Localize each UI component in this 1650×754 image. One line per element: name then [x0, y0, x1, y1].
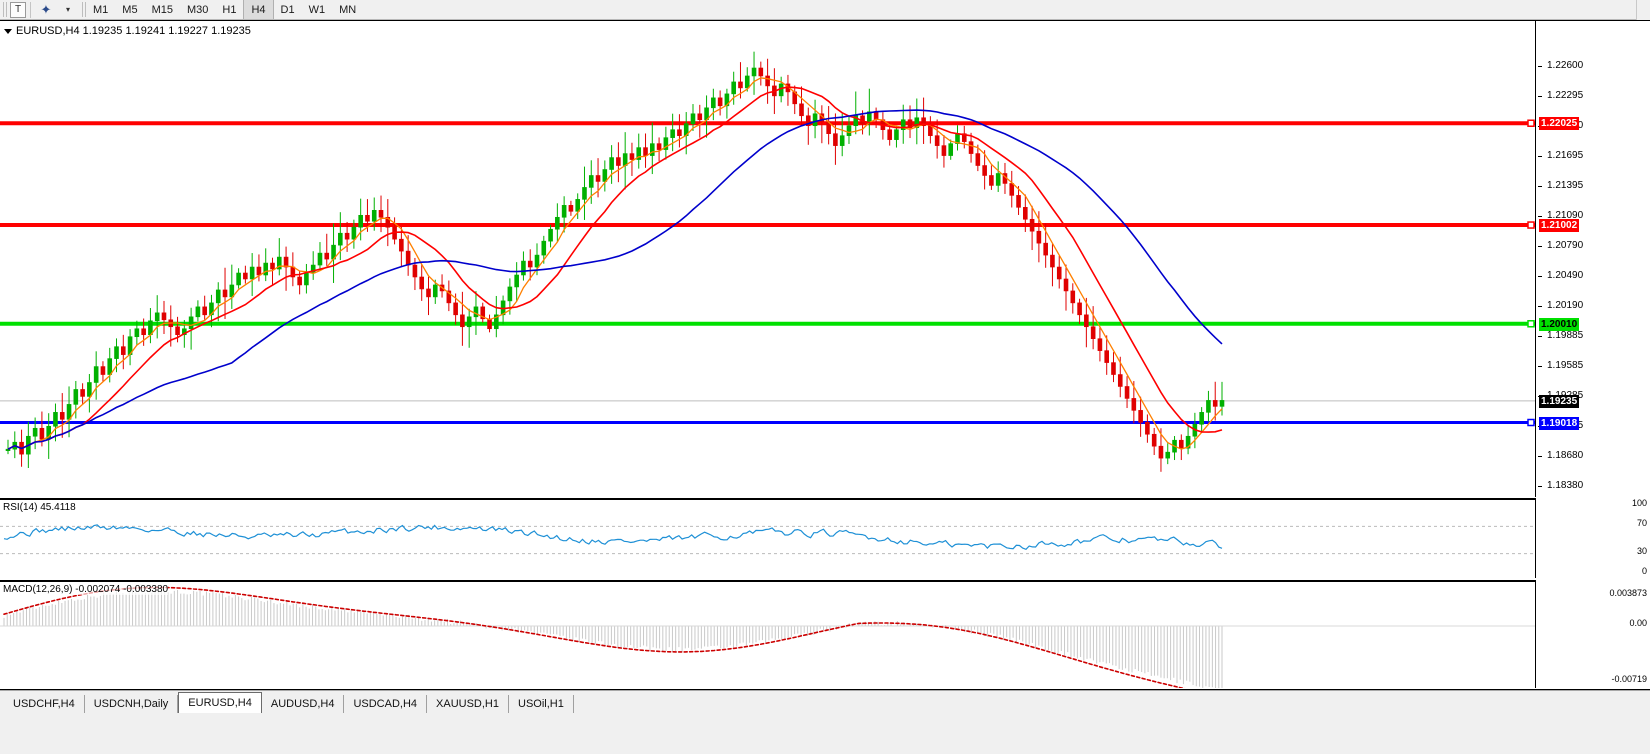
price-tick: [1538, 306, 1542, 307]
chart-header: EURUSD,H4 1.19235 1.19241 1.19227 1.1923…: [4, 25, 251, 37]
macd-pane[interactable]: MACD(12,26,9) -0.002074 -0.003380: [0, 580, 1536, 688]
price-tick: [1538, 456, 1542, 457]
rsi-pane[interactable]: RSI(14) 45.4118: [0, 498, 1536, 578]
rsi-axis-label: 70: [1636, 518, 1647, 529]
price-label: 1.20190: [1547, 300, 1584, 311]
timeframe-m5[interactable]: M5: [122, 3, 138, 16]
price-label: 1.22295: [1547, 90, 1584, 101]
price-axis[interactable]: 1.226001.222951.219901.216951.213951.210…: [1537, 21, 1650, 497]
price-label: 1.21395: [1547, 180, 1584, 191]
toolbar-overflow[interactable]: [1636, 0, 1650, 20]
price-label: 1.20790: [1547, 240, 1584, 251]
rsi-label: RSI(14) 45.4118: [3, 502, 76, 513]
timeframe-m1[interactable]: M1: [93, 3, 109, 16]
price-label: 1.21090: [1547, 210, 1584, 221]
macd-axis-label: 0.003873: [1609, 588, 1647, 598]
chart-tab-xauusd-h1[interactable]: XAUUSD,H1: [427, 695, 509, 713]
timeframe-m30[interactable]: M30: [186, 3, 209, 16]
rsi-axis: 100 70 30 0: [1537, 498, 1650, 578]
timeframe-m15[interactable]: M15: [151, 3, 173, 16]
objects-tool-icon[interactable]: ✦: [40, 1, 52, 17]
price-label: 1.19585: [1547, 360, 1584, 371]
objects-dropdown-icon[interactable]: ▾: [65, 5, 70, 14]
price-label: 1.21695: [1547, 150, 1584, 161]
support-line-blue-tag[interactable]: 1.19018: [1539, 416, 1580, 430]
price-tick: [1538, 336, 1542, 337]
collapse-icon[interactable]: [4, 28, 12, 34]
price-tick: [1538, 96, 1542, 97]
support-line-green-tag[interactable]: 1.20010: [1539, 317, 1580, 331]
price-label: 1.19885: [1547, 330, 1584, 341]
toolbar-grip[interactable]: [3, 2, 7, 17]
macd-axis-label: 0.00: [1629, 618, 1647, 628]
timeframe-d1[interactable]: D1: [280, 3, 295, 16]
timeframe-mn[interactable]: MN: [339, 3, 357, 16]
toolbar-divider: [30, 1, 31, 18]
price-label: 1.18380: [1547, 480, 1584, 491]
timeframe-w1[interactable]: W1: [308, 3, 326, 16]
chart-area[interactable]: EURUSD,H4 1.19235 1.19241 1.19227 1.1923…: [0, 20, 1650, 709]
chart-tab-audusd-h4[interactable]: AUDUSD,H4: [262, 695, 345, 713]
rsi-axis-label: 30: [1636, 545, 1647, 556]
price-tick: [1538, 486, 1542, 487]
macd-axis: 0.003873 0.00 -0.00719: [1537, 580, 1650, 688]
macd-axis-label: -0.00719: [1611, 674, 1647, 684]
price-chart-svg: [0, 51, 1535, 472]
chart-tabs-row: USDCHF,H4 USDCNH,Daily EURUSD,H4 AUDUSD,H4 U…: [0, 691, 574, 713]
price-label: 1.22600: [1547, 60, 1584, 71]
timeframe-h1[interactable]: H1: [222, 3, 237, 16]
resistance-line-lower-tag[interactable]: 1.21002: [1539, 219, 1580, 233]
macd-label: MACD(12,26,9) -0.002074 -0.003380: [3, 584, 169, 595]
price-tick: [1538, 156, 1542, 157]
chart-tab-usdcad-h4[interactable]: USDCAD,H4: [344, 695, 428, 713]
crosshair-tool-icon[interactable]: T: [10, 1, 26, 18]
price-tick: [1538, 366, 1542, 367]
chart-tab-usdchf-h4[interactable]: USDCHF,H4: [4, 695, 85, 713]
timeframe-grip[interactable]: [82, 2, 86, 17]
rsi-axis-label: 0: [1641, 566, 1647, 576]
price-label: 1.18680: [1547, 450, 1584, 461]
resistance-line-upper-tag[interactable]: 1.22025: [1539, 117, 1580, 131]
main-toolbar: T ✦ ▾ M1 M5 M15 M30 H1 H4 D1 W1 MN: [0, 0, 1650, 20]
price-tick: [1538, 216, 1542, 217]
macd-chart-svg: [0, 586, 1535, 688]
rsi-chart-svg: [0, 524, 1535, 555]
chart-tab-usdcnh-daily[interactable]: USDCNH,Daily: [85, 695, 179, 713]
timeframe-h4[interactable]: H4: [243, 0, 274, 19]
price-tick: [1538, 276, 1542, 277]
price-label: 1.20490: [1547, 270, 1584, 281]
chart-tab-usoil-h1[interactable]: USOil,H1: [509, 695, 574, 713]
chart-tab-eurusd-h4[interactable]: EURUSD,H4: [178, 692, 262, 713]
current-price-tag[interactable]: 1.19235: [1539, 394, 1580, 408]
price-tick: [1538, 246, 1542, 247]
chart-tabs-bar: USDCHF,H4 USDCNH,Daily EURUSD,H4 AUDUSD,H4 U…: [0, 690, 1650, 754]
price-tick: [1538, 66, 1542, 67]
price-tick: [1538, 186, 1542, 187]
price-pane[interactable]: EURUSD,H4 1.19235 1.19241 1.19227 1.1923…: [0, 21, 1536, 497]
chart-header-text: EURUSD,H4 1.19235 1.19241 1.19227 1.1923…: [16, 25, 251, 37]
rsi-axis-label: 100: [1631, 498, 1647, 508]
